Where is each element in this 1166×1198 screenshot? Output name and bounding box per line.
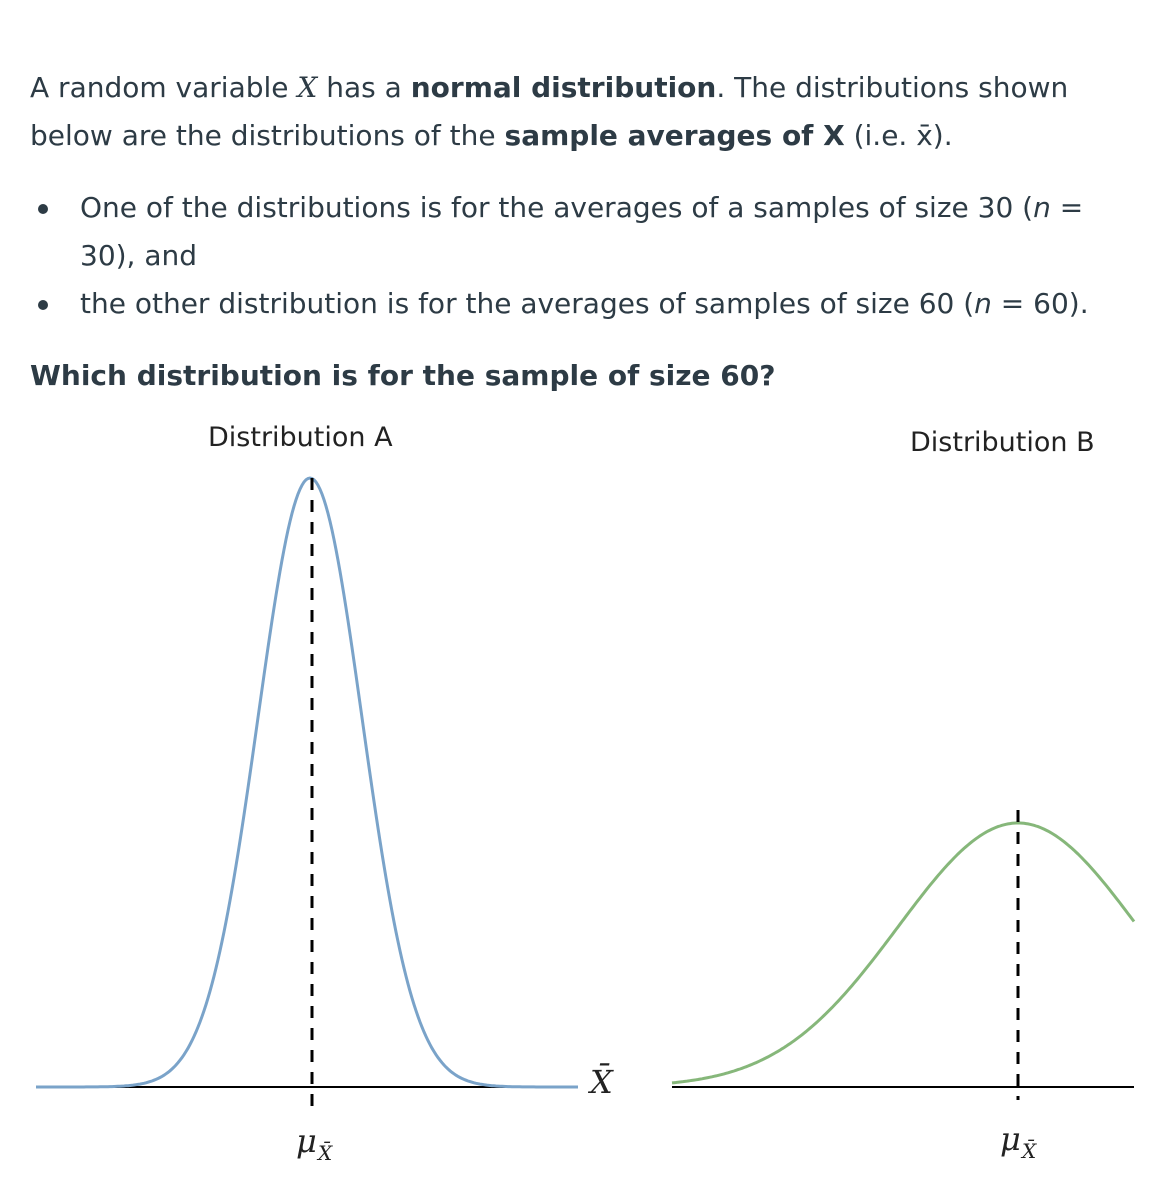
bullet-list: One of the distributions is for the aver… [30, 184, 1140, 328]
bullet-item-n60: the other distribution is for the averag… [30, 280, 1140, 328]
axis-label-xbar: X̄ [587, 1063, 614, 1101]
question-text: Which distribution is for the sample of … [30, 359, 776, 392]
distribution-b-curve [671, 821, 1136, 1085]
svg-text:μ: μ [296, 1122, 317, 1160]
distribution-b-title: Distribution B [910, 427, 1095, 458]
distribution-a-title: Distribution A [208, 422, 393, 453]
bullet-dot-icon [38, 204, 48, 214]
bullet-item-n30: One of the distributions is for the aver… [30, 184, 1140, 280]
intro-paragraph: A random variable X has a normal distrib… [30, 71, 1069, 152]
svg-text:X̄: X̄ [316, 1140, 333, 1165]
svg-text:X̄: X̄ [1020, 1138, 1037, 1163]
distribution-b-mean-label: μ X̄ [1000, 1120, 1037, 1163]
distribution-a-curve [36, 476, 578, 1089]
svg-text:μ: μ [1000, 1120, 1021, 1158]
distribution-a-mean-label: μ X̄ [296, 1122, 333, 1165]
bullet-dot-icon [38, 300, 48, 310]
